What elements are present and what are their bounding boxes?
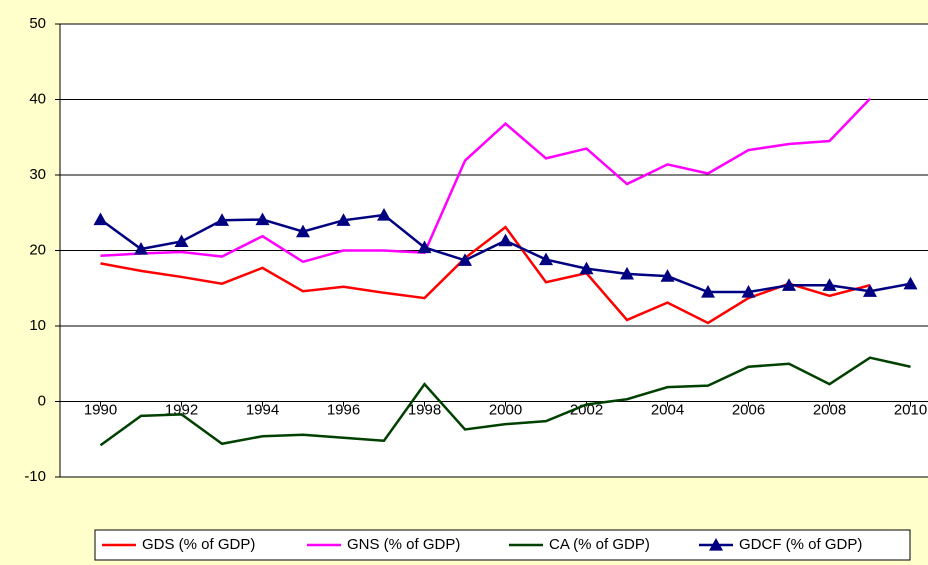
y-tick-label: 40 (29, 90, 46, 107)
y-tick-label: 0 (38, 392, 46, 409)
point-marker (93, 212, 108, 226)
point-marker (296, 224, 310, 238)
x-tick-label: 2004 (651, 401, 684, 418)
point-marker (377, 208, 391, 221)
y-tick-label: 10 (29, 317, 46, 334)
point-marker (822, 278, 837, 291)
y-tick-label: 20 (29, 241, 46, 258)
series-line (99, 356, 911, 447)
legend-label: CA (% of GDP) (549, 536, 650, 553)
point-marker (336, 213, 351, 226)
y-tick-label: -10 (24, 468, 46, 485)
y-tick-label: 30 (29, 166, 46, 183)
point-marker (134, 241, 148, 255)
x-tick-label: 2010 (894, 401, 927, 418)
point-marker (579, 261, 594, 275)
x-tick-label: 2006 (732, 401, 765, 418)
x-tick-label: 1996 (327, 401, 360, 418)
legend-marker (709, 538, 723, 551)
point-marker (539, 252, 553, 266)
legend: GDS (% of GDP) GNS (% of GDP) CA (% of GDP… (94, 529, 911, 561)
x-tick-label: 2000 (489, 401, 522, 418)
point-marker (660, 269, 675, 282)
x-tick-label: 1994 (246, 401, 279, 418)
point-marker (863, 284, 877, 297)
point-marker (215, 213, 229, 226)
point-marker (782, 278, 796, 291)
x-tick-label: 2008 (813, 401, 846, 418)
series-line (100, 97, 871, 264)
x-tick-label: 2002 (570, 401, 603, 418)
legend-label: GNS (% of GDP) (347, 536, 460, 553)
series-line (100, 225, 871, 325)
point-marker (741, 285, 756, 298)
legend-box (94, 529, 911, 561)
legend-label: GDCF (% of GDP) (739, 536, 862, 553)
x-tick-label: 1990 (84, 401, 117, 418)
point-marker (701, 285, 715, 298)
point-marker (174, 234, 189, 248)
y-tick-label: 50 (29, 15, 46, 32)
x-tick-label: 1998 (408, 401, 441, 418)
point-marker (620, 266, 634, 280)
legend-label: GDS (% of GDP) (142, 536, 255, 553)
point-marker (255, 212, 270, 226)
point-marker (417, 240, 432, 254)
point-marker (903, 276, 918, 290)
point-marker (458, 253, 472, 266)
point-marker (498, 233, 513, 247)
